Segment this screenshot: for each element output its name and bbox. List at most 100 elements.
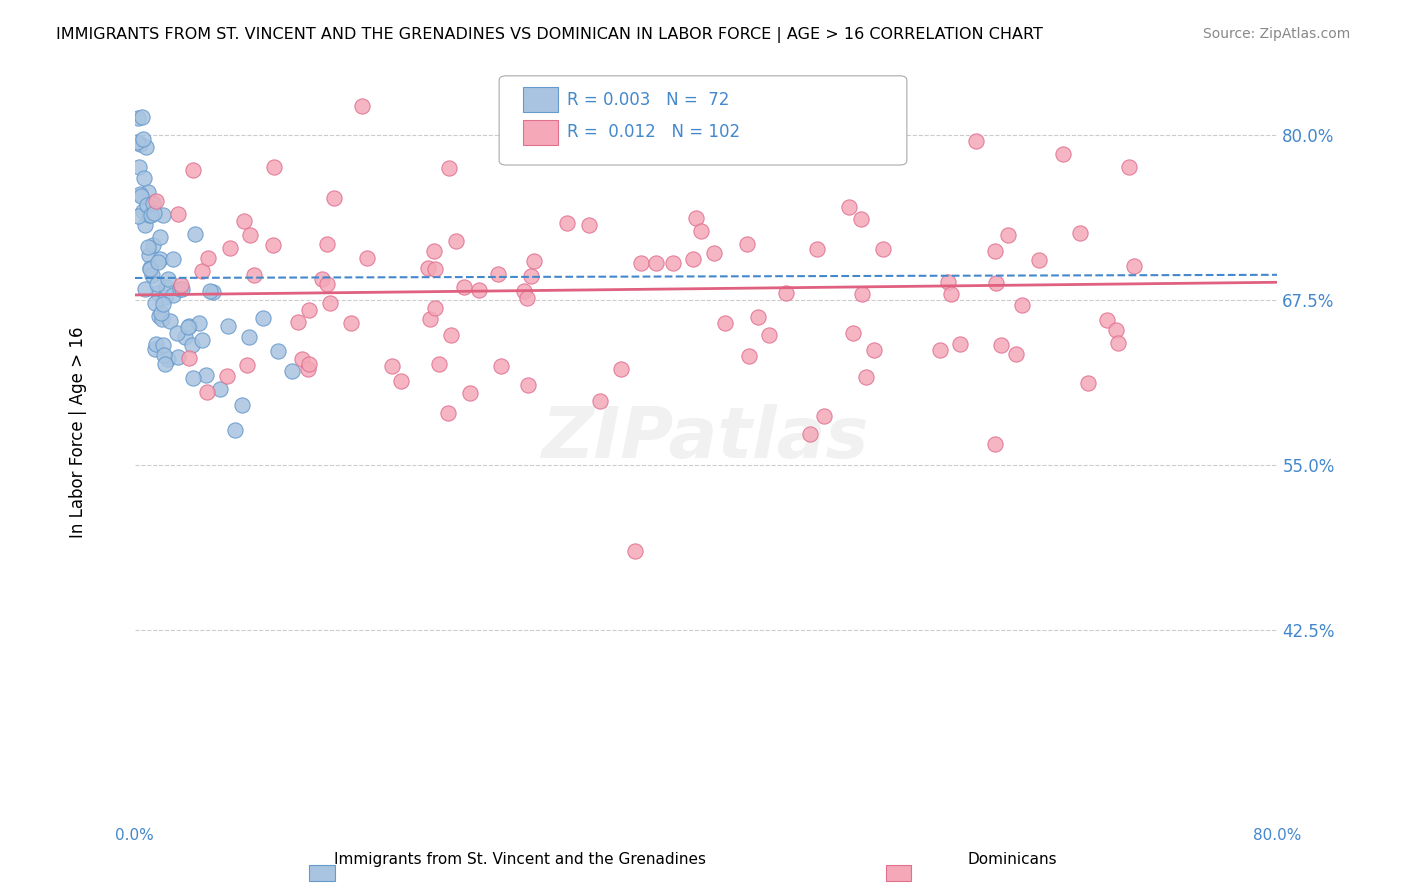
Point	[239, 227, 262, 242]
Point	[949, 337, 972, 351]
Point	[181, 371, 204, 385]
Point	[936, 275, 959, 289]
Point	[138, 208, 160, 222]
Point	[799, 427, 821, 442]
Point	[166, 350, 188, 364]
Point	[851, 286, 873, 301]
Point	[188, 316, 211, 330]
Point	[134, 282, 156, 296]
Point	[453, 280, 475, 294]
Point	[685, 211, 707, 225]
Point	[425, 301, 447, 316]
Text: R = 0.003   N =  72: R = 0.003 N = 72	[567, 91, 728, 109]
Point	[176, 319, 198, 334]
Point	[323, 192, 346, 206]
Point	[152, 208, 174, 222]
Point	[662, 256, 685, 270]
Point	[418, 260, 440, 275]
Point	[340, 316, 363, 330]
Point	[316, 237, 339, 252]
Point	[150, 305, 173, 319]
Point	[149, 252, 172, 266]
Point	[758, 327, 780, 342]
Point	[139, 261, 162, 276]
Point	[929, 343, 952, 358]
Point	[423, 244, 446, 259]
Point	[128, 187, 150, 202]
Point	[127, 209, 149, 223]
Point	[153, 290, 176, 304]
Point	[128, 161, 150, 175]
Point	[197, 251, 219, 265]
Point	[356, 252, 378, 266]
Point	[141, 208, 163, 222]
Point	[675, 13, 697, 28]
Point	[965, 134, 987, 148]
Text: 0.0%: 0.0%	[115, 828, 155, 843]
Point	[1077, 376, 1099, 390]
Text: Immigrants from St. Vincent and the Grenadines: Immigrants from St. Vincent and the Gren…	[335, 852, 706, 867]
Point	[486, 267, 509, 281]
Point	[458, 386, 481, 401]
Point	[135, 140, 157, 154]
Point	[134, 218, 156, 232]
Point	[939, 287, 962, 301]
Point	[129, 137, 152, 152]
Point	[148, 255, 170, 269]
Point	[287, 315, 309, 329]
Point	[162, 287, 184, 301]
Point	[155, 357, 177, 371]
Point	[141, 268, 163, 282]
Point	[1123, 259, 1146, 273]
Point	[169, 282, 191, 296]
Point	[132, 171, 155, 186]
Point	[183, 227, 205, 241]
Point	[423, 261, 446, 276]
Point	[262, 238, 284, 252]
Point	[389, 374, 412, 388]
Point	[747, 310, 769, 324]
Point	[166, 207, 188, 221]
Point	[136, 240, 159, 254]
Point	[148, 309, 170, 323]
Point	[290, 352, 312, 367]
Point	[813, 409, 835, 423]
Point	[191, 264, 214, 278]
Point	[150, 312, 173, 326]
Point	[863, 343, 886, 357]
Point	[191, 333, 214, 347]
Point	[984, 244, 1007, 258]
Point	[737, 349, 759, 363]
Point	[127, 112, 149, 126]
Point	[266, 344, 288, 359]
Point	[468, 283, 491, 297]
Point	[780, 124, 803, 138]
Point	[146, 285, 169, 300]
Point	[152, 297, 174, 311]
Point	[523, 254, 546, 268]
Point	[209, 382, 232, 396]
Point	[630, 256, 652, 270]
Point	[437, 161, 460, 175]
Point	[713, 316, 735, 330]
Point	[446, 234, 468, 248]
Point	[152, 338, 174, 352]
Point	[157, 272, 180, 286]
Point	[515, 291, 537, 305]
Point	[236, 358, 259, 372]
Point	[179, 351, 201, 365]
Point	[381, 359, 404, 373]
Point	[143, 206, 166, 220]
Point	[162, 252, 184, 267]
Point	[217, 318, 239, 333]
Point	[623, 543, 645, 558]
Point	[1004, 347, 1026, 361]
Point	[183, 163, 205, 178]
Point	[298, 303, 321, 318]
Point	[238, 330, 260, 344]
Point	[849, 212, 872, 227]
Point	[315, 277, 337, 291]
Point	[224, 423, 246, 437]
Point	[872, 242, 894, 256]
Point	[145, 194, 167, 208]
